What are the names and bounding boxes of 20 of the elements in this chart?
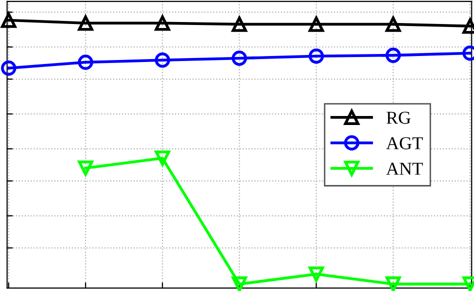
legend-label: ANT (386, 162, 423, 175)
legend-label: AGT (386, 137, 423, 150)
point (78, 16, 94, 31)
point (1, 60, 16, 76)
point (386, 16, 401, 32)
point (308, 16, 324, 32)
point (308, 48, 324, 64)
point (78, 160, 94, 176)
point (232, 50, 248, 66)
point (232, 16, 248, 32)
point (78, 54, 94, 70)
point (1, 12, 16, 28)
legend-label: RG (386, 112, 411, 124)
point (154, 16, 170, 31)
point (154, 52, 170, 68)
point (232, 276, 248, 291)
point (386, 48, 401, 63)
point (308, 266, 324, 282)
point (154, 150, 170, 166)
point (386, 276, 401, 291)
